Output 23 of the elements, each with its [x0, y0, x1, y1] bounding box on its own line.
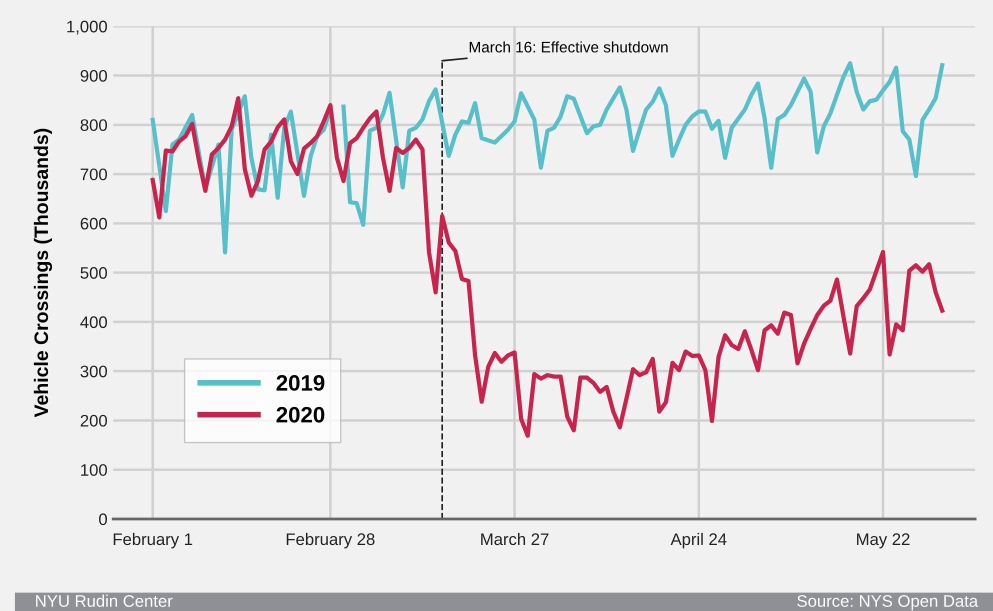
y-tick-label: 1,000: [67, 20, 107, 34]
y-tick-label: 600: [80, 218, 107, 230]
y-axis-title: Vehicle Crossings (Thousands): [34, 128, 52, 418]
y-tick-label: 400: [80, 316, 107, 328]
x-tick-label: March 27: [481, 532, 548, 546]
y-tick-label: 300: [80, 366, 107, 378]
y-tick-label: 700: [80, 168, 107, 180]
y-tick-label: 900: [80, 70, 107, 82]
x-tick-label: April 24: [670, 532, 727, 548]
y-tick-label: 500: [80, 267, 107, 279]
x-tick-label: February 28: [286, 532, 375, 548]
y-tick-label: 200: [80, 414, 107, 427]
text: NYU Rudin Center: [36, 594, 172, 607]
ref-line-label: March 16: Effective shutdown: [470, 41, 668, 53]
y-tick-label: 800: [80, 119, 107, 132]
line-series: [150, 96, 944, 438]
source-note: Source: NYS Open Data: [797, 595, 978, 610]
x-tick-label: February 1: [114, 532, 192, 548]
legend-label: 2019: [276, 375, 324, 391]
x-tick-label: May 22: [857, 533, 910, 548]
legend-label: 2020: [276, 406, 324, 423]
y-tick-label: 100: [81, 464, 107, 476]
y-tick-label: 0: [99, 513, 107, 526]
